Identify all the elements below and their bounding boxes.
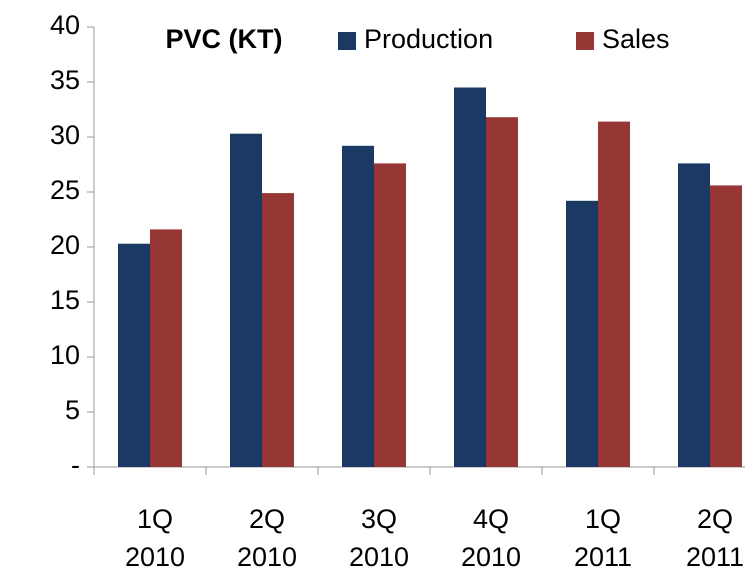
bar — [710, 185, 742, 467]
legend-label: Production — [364, 24, 493, 54]
bar — [486, 117, 518, 467]
legend-swatch — [338, 32, 356, 50]
bar — [598, 121, 630, 467]
chart-title: PVC (KT) — [166, 24, 283, 54]
bar — [678, 163, 710, 467]
y-tick-label: 30 — [50, 120, 80, 150]
y-tick-label: 5 — [65, 395, 80, 425]
y-tick-label: 20 — [50, 230, 80, 260]
bar — [342, 145, 374, 468]
x-tick-label: 1Q 2011 — [573, 504, 633, 572]
x-tick-label: 2Q 2010 — [236, 504, 298, 572]
y-tick-label: 40 — [50, 10, 80, 40]
bar — [454, 87, 486, 467]
legend-swatch — [576, 32, 594, 50]
bar — [374, 163, 406, 467]
bar — [262, 193, 294, 467]
x-tick-label: 2Q 2011 — [685, 504, 745, 572]
legend-label: Sales — [602, 24, 670, 54]
y-tick-label: 15 — [50, 285, 80, 315]
y-tick-label: 25 — [50, 175, 80, 205]
y-tick-label: 35 — [50, 65, 80, 95]
x-tick-label: 3Q 2010 — [348, 504, 410, 572]
x-tick-label: 1Q 2010 — [124, 504, 186, 572]
bar — [150, 229, 182, 467]
bar — [118, 243, 150, 467]
bar — [566, 200, 598, 468]
x-tick-label: 4Q 2010 — [460, 504, 522, 572]
y-tick-label: - — [71, 450, 80, 480]
bar — [230, 133, 262, 467]
y-tick-label: 10 — [50, 340, 80, 370]
